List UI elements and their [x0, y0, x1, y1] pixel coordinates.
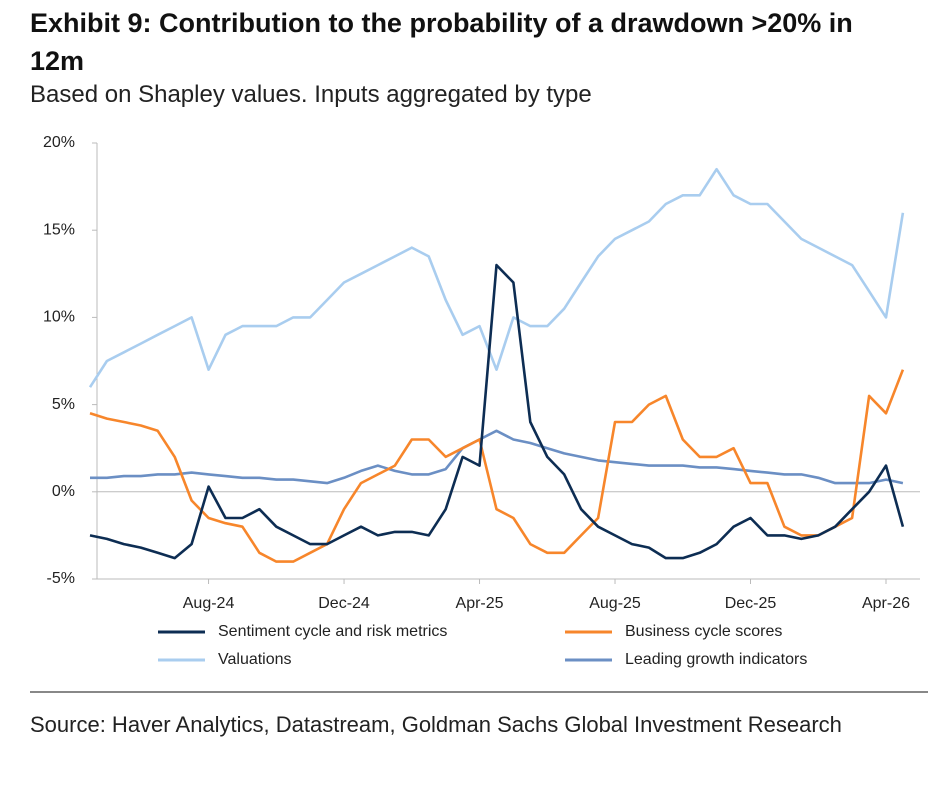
series-line	[88, 167, 905, 388]
y-tick-label: 5%	[52, 396, 75, 413]
x-tick-label: Aug-25	[589, 595, 641, 612]
y-tick-label: -5%	[47, 570, 75, 587]
x-tick-label: Apr-25	[456, 595, 504, 612]
source: Source: Haver Analytics, Datastream, Gol…	[30, 712, 842, 737]
series-line	[89, 369, 905, 563]
y-tick-label: 10%	[43, 309, 75, 326]
x-tick-label: Dec-25	[725, 595, 777, 612]
legend-label: Valuations	[218, 651, 292, 668]
separator	[30, 691, 928, 693]
legend-label: Sentiment cycle and risk metrics	[218, 623, 447, 640]
x-tick-label: Dec-24	[318, 595, 370, 612]
x-tick-label: Aug-24	[183, 595, 235, 612]
x-tick-label: Apr-26	[862, 595, 910, 612]
title: Exhibit 9: Contribution to the probabili…	[30, 8, 853, 76]
series-line	[90, 429, 904, 485]
y-tick-label: 0%	[52, 483, 75, 500]
y-tick-label: 20%	[43, 134, 75, 151]
chart: -5% 0% 5% 10% 15% 20% Aug-24 Dec-24 Apr-25 Aug-25…	[43, 134, 920, 668]
subtitle: Based on Shapley values. Inputs aggregat…	[30, 81, 592, 108]
series-line	[89, 263, 905, 560]
legend-label: Leading growth indicators	[625, 651, 807, 668]
y-tick-label: 15%	[43, 221, 75, 238]
legend-label: Business cycle scores	[625, 623, 782, 640]
